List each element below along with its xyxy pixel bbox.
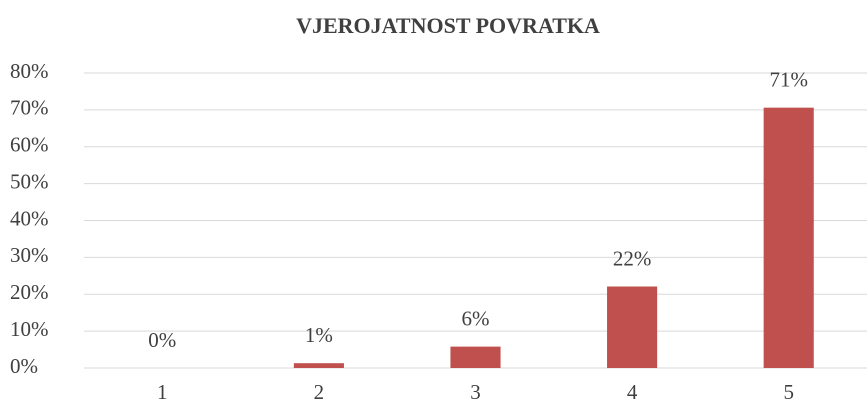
data-label: 1% — [305, 323, 333, 347]
y-tick-label: 0% — [10, 354, 38, 378]
data-label: 0% — [148, 328, 176, 352]
x-tick-label: 3 — [470, 380, 481, 402]
y-tick-label: 80% — [10, 59, 49, 83]
chart-title: VJEROJATNOST POVRATKA — [296, 13, 600, 38]
x-tick-label: 4 — [627, 380, 638, 402]
bar — [763, 107, 814, 368]
data-label: 6% — [462, 306, 490, 330]
data-label: 71% — [769, 67, 808, 91]
x-tick-label: 1 — [157, 380, 168, 402]
y-tick-label: 50% — [10, 169, 49, 193]
data-label: 22% — [613, 246, 652, 270]
x-tick-label: 5 — [783, 380, 794, 402]
y-tick-label: 70% — [10, 96, 49, 120]
y-tick-label: 10% — [10, 317, 49, 341]
y-tick-label: 40% — [10, 206, 49, 230]
bar — [293, 363, 344, 368]
y-tick-label: 60% — [10, 133, 49, 157]
x-tick-label: 2 — [314, 380, 325, 402]
y-tick-label: 30% — [10, 243, 49, 267]
bar — [450, 346, 501, 368]
bar — [607, 286, 658, 368]
y-tick-label: 20% — [10, 280, 49, 304]
